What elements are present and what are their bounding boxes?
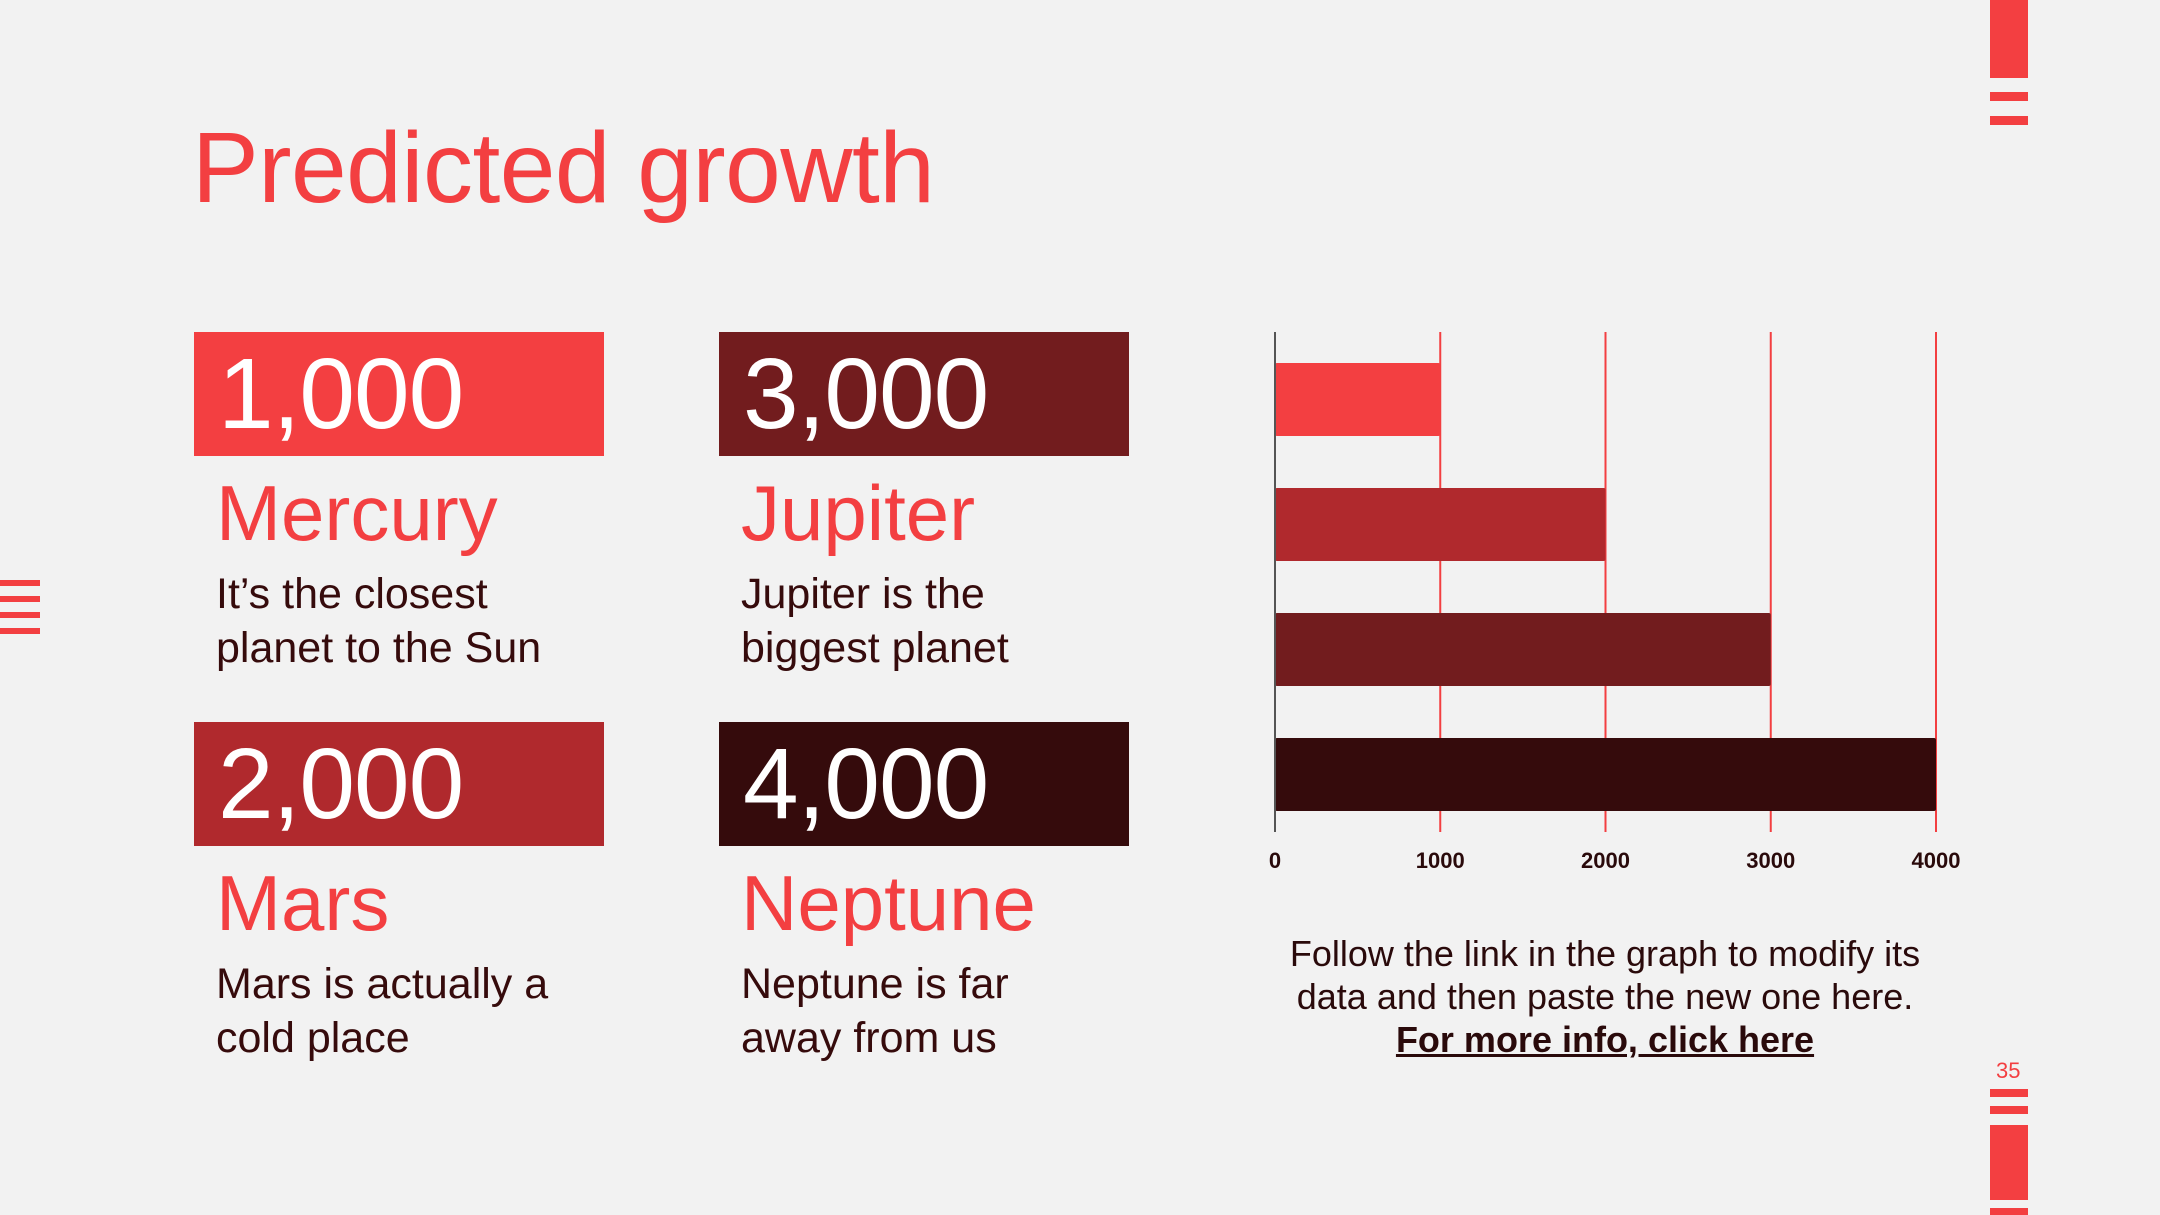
desc-line: Mars is actually a <box>216 960 549 1008</box>
more-info-link[interactable]: For more info, click here <box>1395 1019 1815 1060</box>
top-right-stripe-decoration <box>1990 92 2028 101</box>
bar-mars[interactable] <box>1275 488 1606 561</box>
bar-mercury[interactable] <box>1275 363 1441 436</box>
bottom-right-stripe-decoration <box>1990 1089 2028 1097</box>
left-stripe-decoration <box>0 612 40 618</box>
x-tick-label: 0 <box>1269 848 1281 873</box>
top-right-stripe-decoration <box>1990 116 2028 125</box>
desc-line: cold place <box>216 1014 410 1062</box>
x-tick-label: 3000 <box>1746 848 1795 873</box>
desc-line: away from us <box>741 1014 997 1062</box>
bar-jupiter[interactable] <box>1275 613 1771 686</box>
desc-line: planet to the Sun <box>216 624 542 672</box>
desc-line: biggest planet <box>741 624 1009 672</box>
left-stripe-decoration <box>0 596 40 602</box>
note-line: Follow the link in the graph to modify i… <box>1289 933 1921 974</box>
planet-desc-mercury: It’s the closest planet to the Sun <box>216 567 636 675</box>
left-stripe-decoration <box>0 580 40 586</box>
planet-desc-neptune: Neptune is far away from us <box>741 957 1161 1065</box>
x-tick-label: 4000 <box>1912 848 1961 873</box>
chart-note: Follow the link in the graph to modify i… <box>1260 932 1950 1061</box>
desc-line: It’s the closest <box>216 570 488 618</box>
value-box-jupiter: 3,000 <box>719 332 1129 456</box>
planet-desc-jupiter: Jupiter is the biggest planet <box>741 567 1161 675</box>
desc-line: Neptune is far <box>741 960 1009 1008</box>
page-number: 35 <box>1996 1058 2021 1083</box>
bottom-right-stripe-decoration <box>1990 1106 2028 1114</box>
top-right-bar-decoration <box>1990 0 2028 78</box>
bottom-right-stripe-decoration <box>1990 1208 2028 1215</box>
left-stripe-decoration <box>0 628 40 634</box>
bar-chart[interactable]: 0 1000 2000 3000 4000 <box>1240 320 1980 880</box>
planet-name-neptune: Neptune <box>741 859 1036 947</box>
note-line: data and then paste the new one here. <box>1296 976 1914 1017</box>
desc-line: Jupiter is the <box>741 570 985 618</box>
slide-title: Predicted growth <box>192 112 935 224</box>
planet-name-mars: Mars <box>216 859 390 947</box>
x-tick-label: 1000 <box>1416 848 1465 873</box>
value-box-mercury: 1,000 <box>194 332 604 456</box>
value-box-mars: 2,000 <box>194 722 604 846</box>
x-tick-label: 2000 <box>1581 848 1630 873</box>
bar-neptune[interactable] <box>1275 738 1936 811</box>
value-box-neptune: 4,000 <box>719 722 1129 846</box>
planet-desc-mars: Mars is actually a cold place <box>216 957 636 1065</box>
bottom-right-bar-decoration <box>1990 1125 2028 1200</box>
planet-name-jupiter: Jupiter <box>741 469 976 557</box>
planet-name-mercury: Mercury <box>216 469 498 557</box>
